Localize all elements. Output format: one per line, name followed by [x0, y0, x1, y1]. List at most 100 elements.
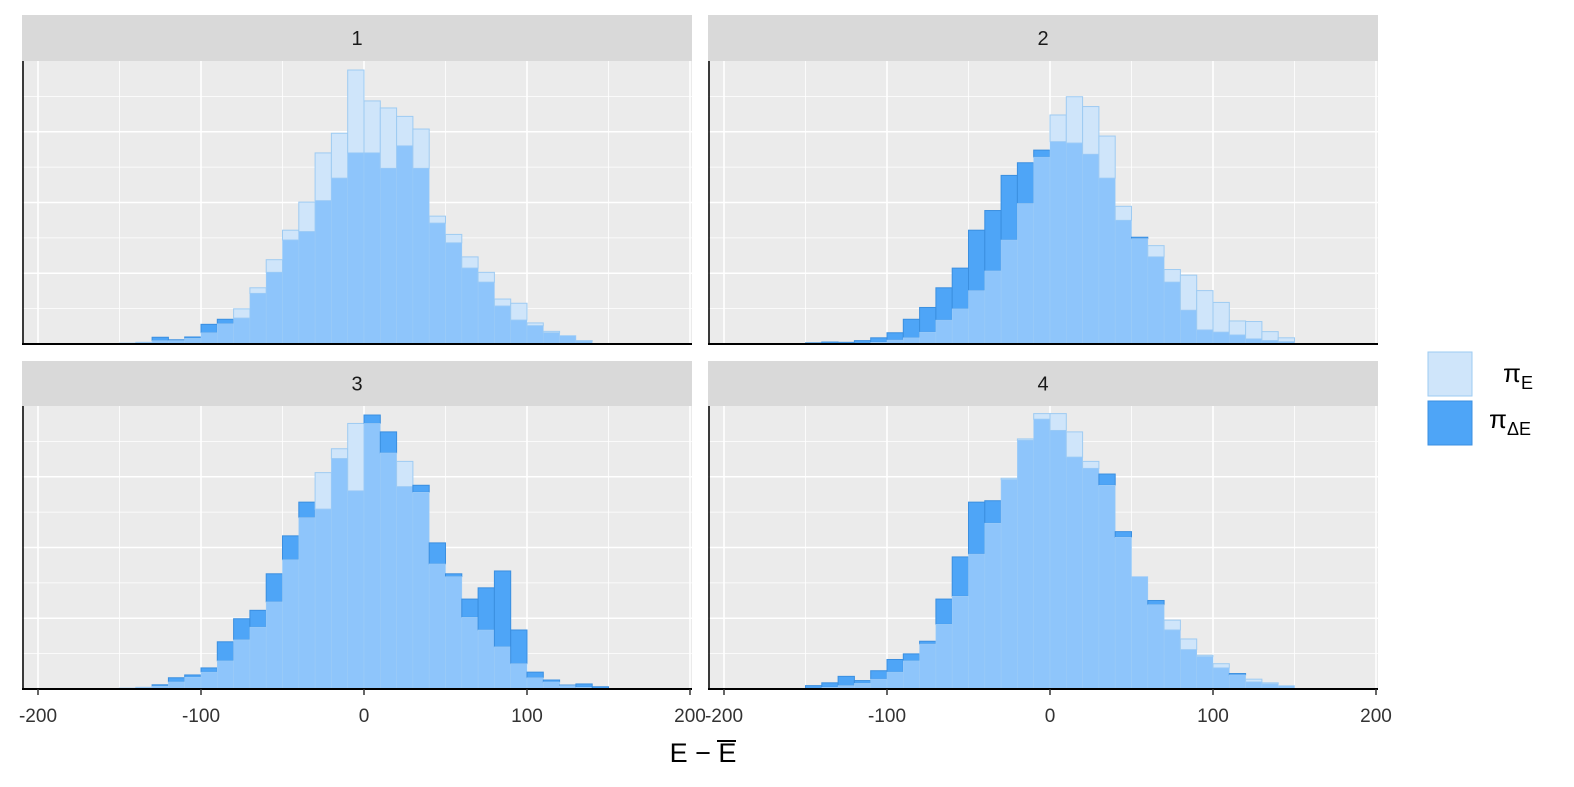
histogram-bar-overlap [347, 490, 365, 690]
histogram-bar-pi-delta-e [935, 287, 953, 321]
x-tick-label: -100 [182, 706, 220, 727]
histogram-bar-overlap [919, 331, 937, 345]
histogram-bar-overlap [233, 317, 251, 345]
histogram-bar-overlap [984, 270, 1002, 345]
histogram-bar-pi-delta-e [575, 683, 593, 688]
histogram-bar-pi-e [477, 271, 495, 283]
histogram-bar-overlap [1245, 681, 1263, 690]
histogram-bar-pi-e [1212, 301, 1230, 333]
x-tick-label: 200 [1360, 706, 1392, 727]
histogram-bar-pi-e [1082, 106, 1100, 155]
facet-strip [22, 361, 692, 406]
legend-label-pi-delta-e-sub: ΔE [1507, 419, 1531, 439]
histogram-bar-overlap [1066, 142, 1083, 345]
histogram-bar-overlap [428, 222, 446, 345]
facet-strip-label: 3 [351, 374, 362, 396]
histogram-bar-overlap [168, 681, 185, 690]
histogram-bar-overlap [200, 332, 218, 345]
histogram-bar-overlap [1212, 331, 1230, 345]
histogram-bar-pi-e [396, 115, 414, 147]
histogram-bar-overlap [1131, 576, 1149, 690]
histogram-bar-pi-delta-e [902, 318, 921, 339]
x-tick-label: 0 [359, 706, 370, 727]
histogram-bar-overlap [510, 319, 528, 345]
histogram-bar-pi-e [1228, 320, 1247, 336]
histogram-bar-overlap [1033, 418, 1051, 690]
histogram-bar-overlap [968, 290, 986, 345]
histogram-bar-overlap [363, 423, 381, 690]
histogram-bar-overlap [1163, 281, 1181, 345]
histogram-bar-overlap [298, 231, 316, 345]
facet-panel-4: 4 [708, 361, 1378, 690]
histogram-bar-overlap [1033, 156, 1051, 345]
histogram-bar-pi-delta-e [526, 671, 544, 679]
histogram-bar-overlap [233, 639, 251, 690]
histogram-bar-pi-delta-e [870, 670, 888, 680]
histogram-bar-overlap [494, 646, 511, 690]
histogram-bar-pi-delta-e [184, 674, 202, 678]
histogram-bar-overlap [265, 601, 283, 690]
histogram-bar-pi-delta-e [249, 609, 267, 628]
histogram-bar-overlap [428, 563, 446, 690]
histogram-bar-overlap [1114, 220, 1132, 345]
histogram-bar-pi-e [1049, 413, 1067, 431]
histogram-bar-overlap [265, 272, 283, 345]
histogram-bar-overlap [445, 576, 463, 690]
histogram-bar-pi-e [396, 460, 414, 488]
histogram-bar-overlap [461, 617, 479, 690]
histogram-bar-pi-e [1261, 331, 1279, 342]
histogram-bar-overlap [396, 486, 414, 690]
histogram-bar-pi-delta-e [298, 501, 316, 519]
histogram-bar-overlap [217, 660, 234, 690]
histogram-bar-overlap [331, 177, 348, 345]
histogram-bar-overlap [379, 452, 397, 690]
histogram-bar-pi-delta-e [379, 431, 398, 454]
legend-key-pi-delta-e [1427, 400, 1473, 446]
histogram-bar-overlap [1098, 177, 1116, 345]
legend-label-pi-delta-e: πΔE [1489, 404, 1531, 439]
histogram-bar-overlap [1196, 329, 1214, 345]
histogram-bar-pi-delta-e [951, 556, 970, 597]
histogram-bar-overlap [347, 152, 365, 345]
histogram-bar-overlap [412, 168, 430, 345]
histogram-bar-pi-e [445, 233, 463, 244]
histogram-bar-pi-delta-e [233, 618, 251, 641]
histogram-bar-overlap [870, 678, 888, 690]
histogram-bar-pi-e [298, 201, 316, 233]
facet-panel-1: 1 [22, 15, 692, 345]
histogram-bar-pi-delta-e [493, 570, 512, 648]
histogram-bar-overlap [282, 559, 300, 690]
histogram-bar-pi-e [282, 229, 300, 241]
histogram-bar-pi-e [1114, 205, 1132, 221]
histogram-bar-pi-e [1082, 460, 1100, 469]
histogram-bar-overlap [412, 491, 430, 690]
histogram-bar-overlap [1049, 430, 1067, 690]
x-tick-label: -100 [868, 706, 906, 727]
histogram-bar-overlap [1229, 334, 1246, 345]
histogram-bar-pi-delta-e [1098, 473, 1116, 486]
histogram-bar-pi-delta-e [445, 573, 463, 578]
histogram-bar-pi-e [1147, 245, 1165, 258]
histogram-bar-overlap [542, 332, 560, 345]
histogram-bar-pi-delta-e [951, 267, 970, 310]
histogram-bar-pi-e [1277, 337, 1295, 343]
histogram-bar-overlap [314, 200, 332, 345]
x-tick-label: 0 [1045, 706, 1056, 727]
facet-panel-2: 2 [708, 15, 1378, 345]
histogram-bar-overlap [984, 522, 1002, 690]
histogram-bar-pi-delta-e [805, 685, 823, 689]
x-tick-label: 100 [511, 706, 543, 727]
histogram-bar-overlap [379, 168, 397, 345]
histogram-bar-overlap [1180, 309, 1198, 345]
histogram-bar-overlap [477, 281, 495, 345]
facet-strip [22, 15, 692, 61]
legend-label-pi-e: πE [1503, 358, 1533, 393]
histogram-bar-pi-delta-e [919, 640, 937, 645]
histogram-bar-pi-delta-e [1114, 531, 1132, 538]
histogram-bar-pi-delta-e [1000, 174, 1018, 241]
histogram-bar-overlap [542, 681, 560, 690]
histogram-bar-pi-delta-e [477, 587, 495, 631]
histogram-bar-overlap [494, 305, 511, 345]
histogram-bar-pi-e [1065, 431, 1084, 458]
histogram-bar-pi-e [1212, 663, 1230, 669]
